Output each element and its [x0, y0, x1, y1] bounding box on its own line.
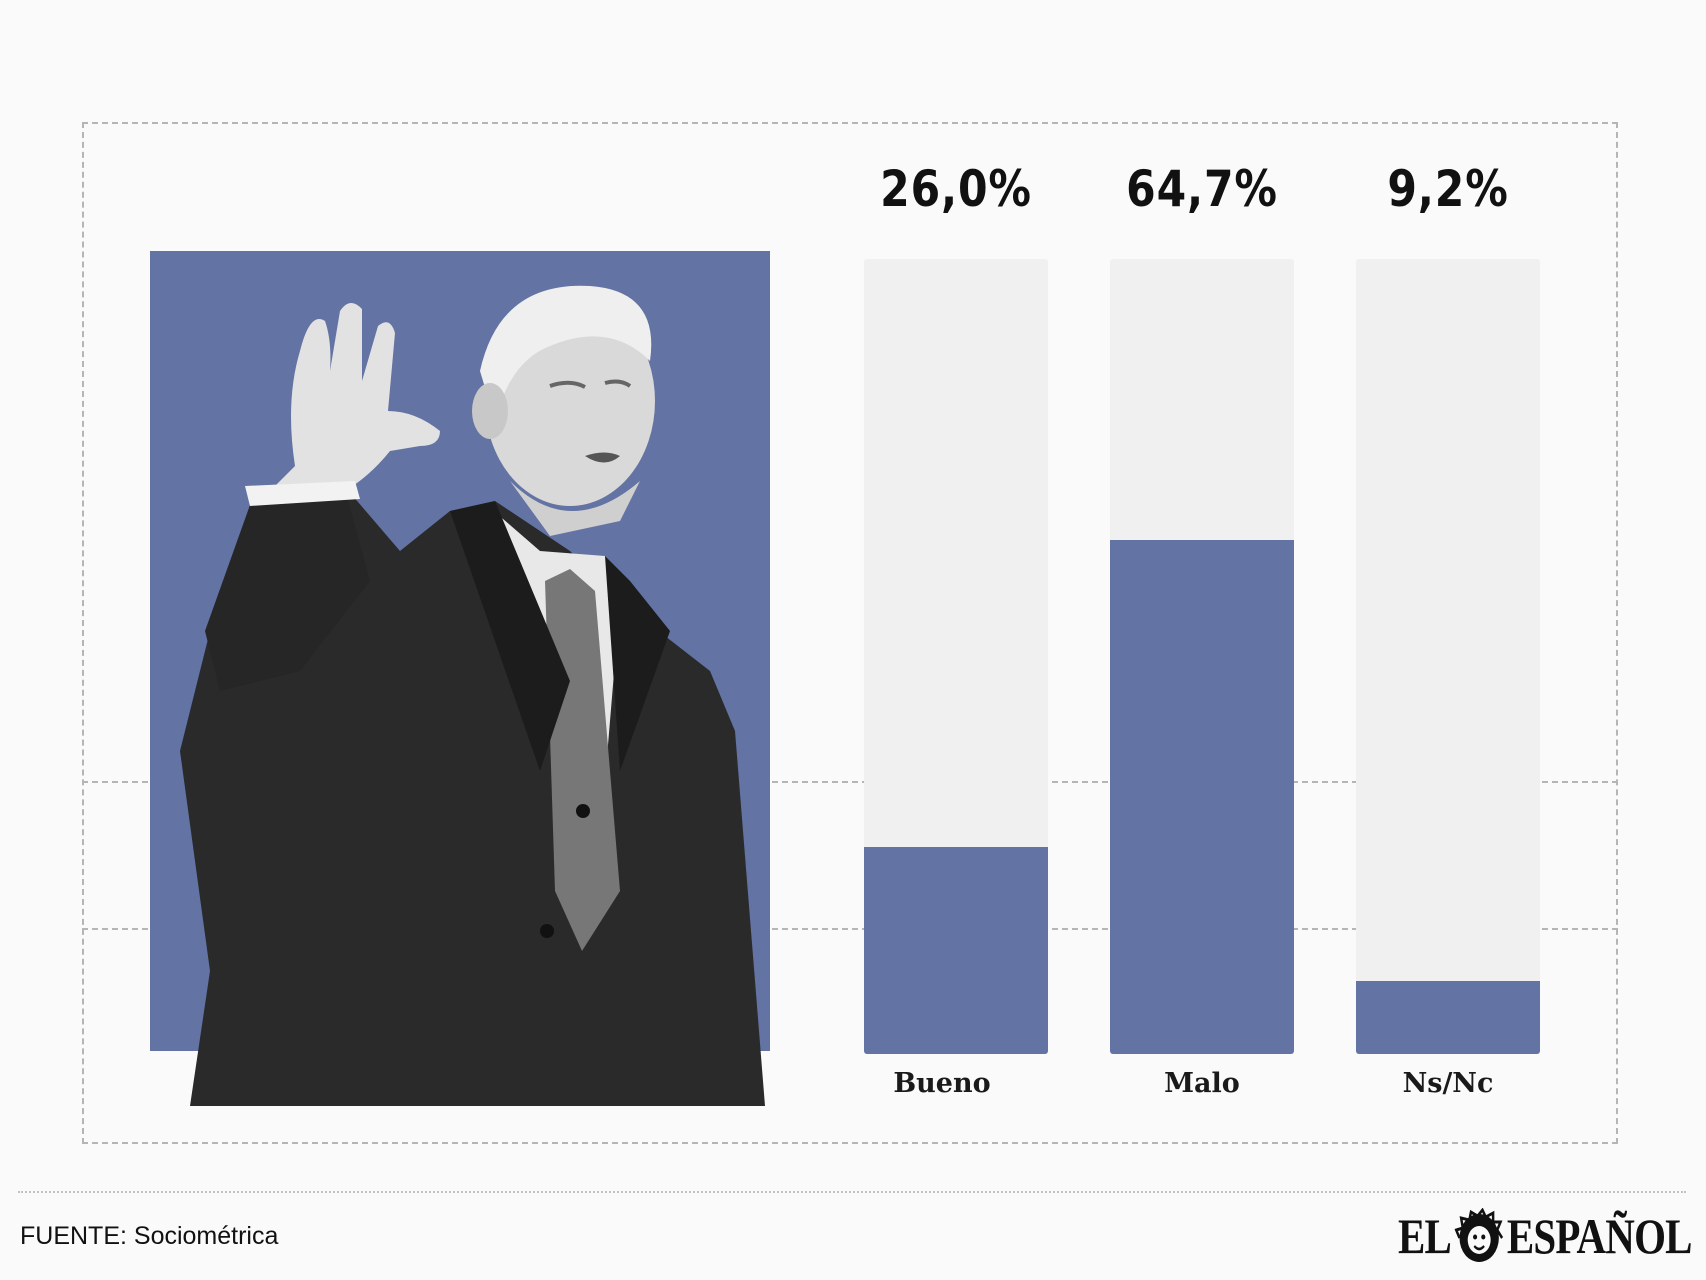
gridline — [82, 928, 1618, 930]
category-label-malo: Malo — [1164, 1068, 1240, 1099]
logo-text-right: ESPAÑOL — [1506, 1208, 1693, 1264]
footer-divider — [18, 1191, 1686, 1193]
category-label-bueno: Bueno — [893, 1068, 991, 1099]
value-label-malo: 64,7% — [1126, 160, 1278, 218]
politician-photo — [180, 285, 765, 1106]
el-espanol-logo[interactable]: EL ESPAÑOL — [1398, 1208, 1693, 1264]
bar-track-malo — [1110, 259, 1294, 1054]
bar-track-nsnc — [1356, 259, 1540, 1054]
bar-track-bueno — [864, 259, 1048, 1054]
bar-bueno — [864, 847, 1048, 1054]
bar-nsnc — [1356, 980, 1540, 1054]
category-label-nsnc: Ns/Nc — [1402, 1068, 1494, 1099]
logo-text-left: EL — [1398, 1208, 1452, 1264]
chart-frame — [82, 122, 1618, 1144]
value-label-nsnc: 9,2% — [1387, 160, 1509, 218]
gridline — [82, 781, 1618, 783]
bar-malo — [1110, 539, 1294, 1054]
lion-icon — [1454, 1208, 1503, 1262]
source-note: FUENTE: Sociométrica — [20, 1222, 279, 1250]
value-label-bueno: 26,0% — [880, 160, 1032, 218]
